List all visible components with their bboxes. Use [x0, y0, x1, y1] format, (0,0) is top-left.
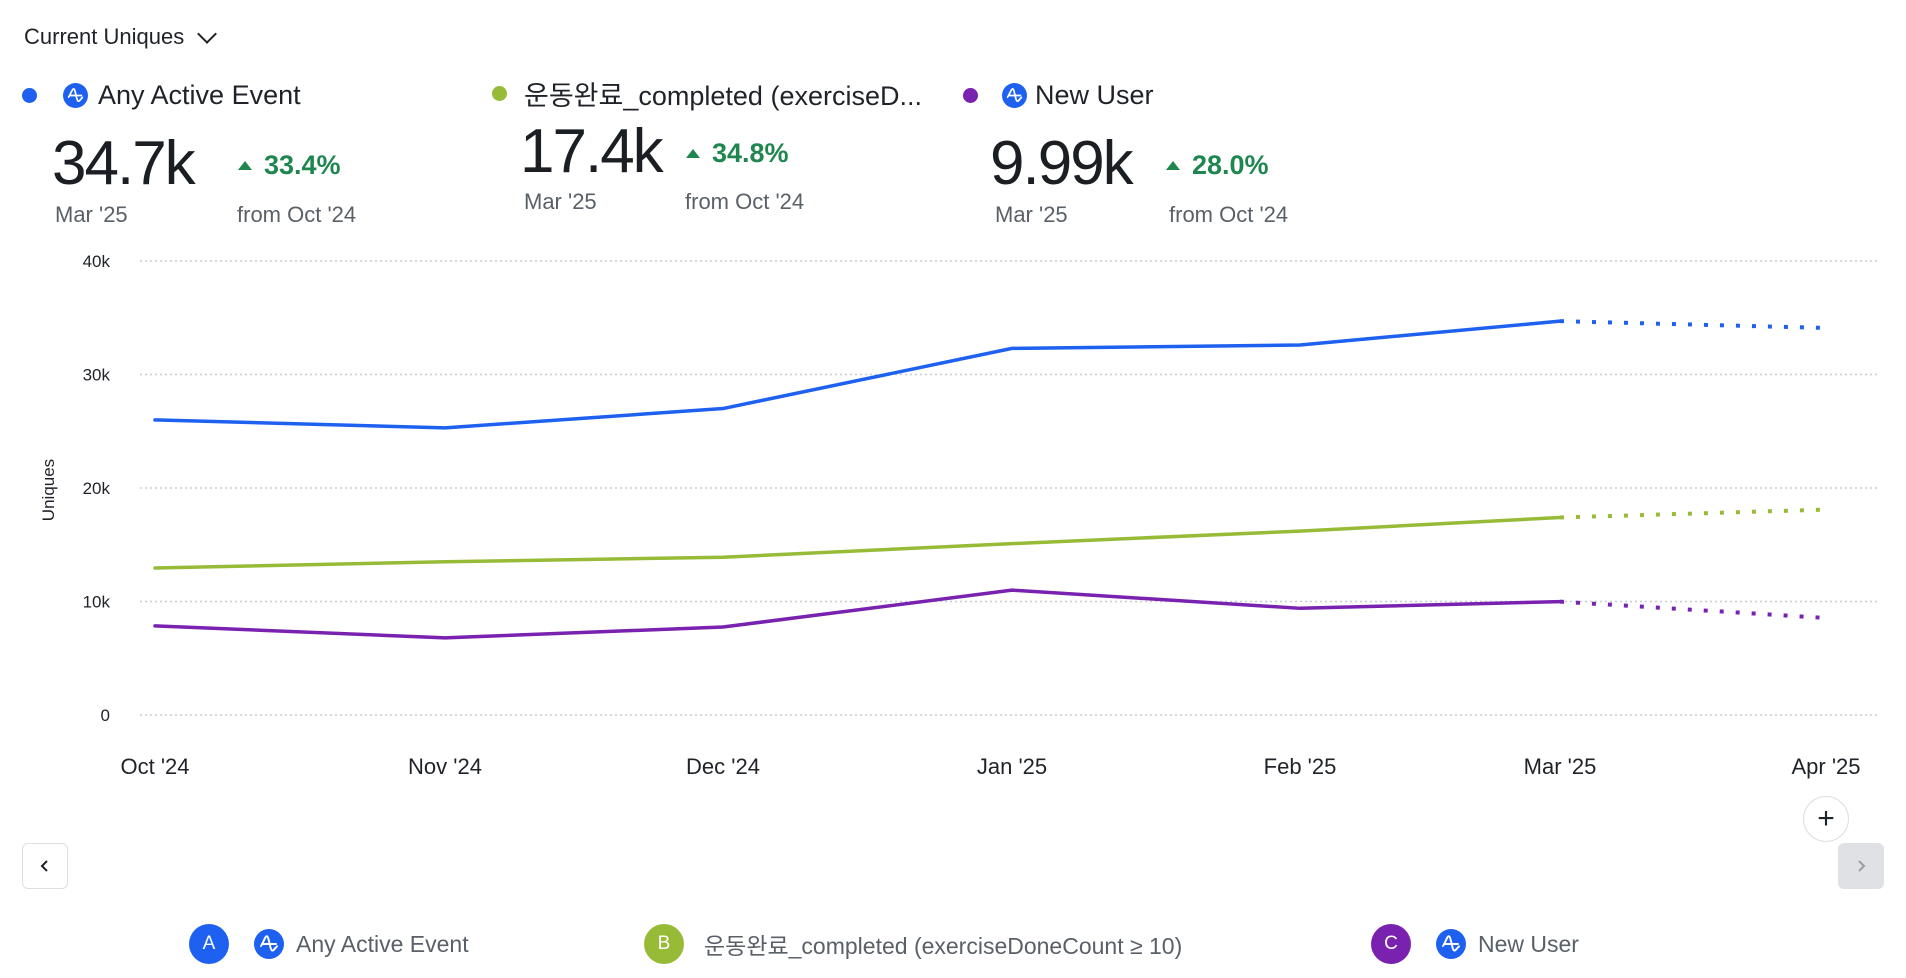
series-projection[interactable] [1559, 507, 1827, 520]
card-change-from: from Oct '24 [237, 202, 357, 227]
series-projection[interactable] [1559, 599, 1827, 620]
series-projection[interactable] [1559, 319, 1827, 330]
x-tick-label[interactable]: Jan '25 [977, 754, 1047, 779]
x-tick-label[interactable]: Feb '25 [1264, 754, 1337, 779]
series-chip-a: A [189, 924, 229, 964]
metric-selector[interactable]: Current Uniques [24, 24, 218, 50]
y-tick-label: 20k [83, 479, 111, 498]
legend-item-a[interactable]: A Any Active Event [189, 924, 469, 964]
series-color-dot [22, 88, 37, 103]
amplitude-event-icon [63, 83, 88, 108]
card-value: 9.99k [990, 129, 1134, 198]
card-change: 33.4% [238, 150, 341, 181]
card-change-from: from Oct '24 [685, 189, 805, 214]
card-value: 17.4k [520, 117, 664, 186]
amplitude-event-icon [1002, 83, 1027, 108]
amplitude-event-icon [1436, 929, 1466, 959]
y-tick-label: 10k [83, 593, 111, 612]
card-change: 34.8% [686, 138, 789, 169]
card-period: Mar '25 [55, 202, 128, 227]
series-lines [153, 319, 1827, 640]
x-tick-label[interactable]: Apr '25 [1791, 754, 1860, 779]
legend-label: 운동완료_completed (exerciseDoneCount ≥ 10) [704, 933, 1183, 959]
card-value: 34.7k [52, 129, 196, 198]
series-line[interactable] [153, 515, 1562, 570]
line-chart: 0 10k 20k 30k 40k Uniques Oct '24 Nov '24 Dec … [39, 252, 1880, 779]
card-change: 28.0% [1166, 150, 1269, 181]
card-period: Mar '25 [524, 189, 597, 214]
x-tick-label[interactable]: Oct '24 [120, 754, 189, 779]
chevron-right-icon [1858, 860, 1866, 872]
y-tick-label: 0 [101, 706, 110, 725]
trend-up-icon [686, 149, 700, 158]
series-chip-c: C [1371, 924, 1411, 964]
x-tick-label[interactable]: Dec '24 [686, 754, 760, 779]
gridlines [140, 260, 1880, 716]
chevron-left-icon [40, 860, 48, 872]
y-axis-label: Uniques [39, 459, 58, 521]
legend-item-c[interactable]: C New User [1371, 924, 1579, 964]
series-line[interactable] [153, 319, 1562, 430]
series-color-dot [492, 86, 507, 101]
card-period: Mar '25 [995, 202, 1068, 227]
y-tick-label: 40k [83, 252, 111, 271]
trend-up-icon [238, 161, 252, 170]
series-1[interactable] [153, 507, 1827, 570]
plus-icon: + [1817, 802, 1835, 835]
series-line[interactable] [153, 588, 1562, 640]
card-title: Any Active Event [98, 80, 301, 110]
y-axis-ticks: 0 10k 20k 30k 40k [83, 252, 111, 725]
legend-label: Any Active Event [296, 930, 469, 957]
series-0[interactable] [153, 319, 1827, 430]
card-title: 운동완료_completed (exerciseD... [524, 81, 922, 111]
x-tick-label[interactable]: Nov '24 [408, 754, 482, 779]
series-chip-b: B [644, 924, 684, 964]
legend-label: New User [1478, 930, 1579, 957]
metric-selector-label: Current Uniques [24, 24, 185, 49]
amplitude-event-icon [254, 929, 284, 959]
legend-item-b[interactable]: B 운동완료_completed (exerciseDoneCount ≥ 10… [644, 924, 1182, 964]
x-axis-ticks: Oct '24 Nov '24 Dec '24 Jan '25 Feb '25 Mar '… [120, 754, 1860, 779]
card-title: New User [1035, 80, 1154, 110]
y-tick-label: 30k [83, 366, 111, 385]
card-change-from: from Oct '24 [1169, 202, 1289, 227]
add-annotation-button[interactable]: + [1803, 796, 1849, 842]
trend-up-icon [1166, 161, 1180, 170]
next-page-button[interactable] [1838, 843, 1884, 889]
x-tick-label[interactable]: Mar '25 [1524, 754, 1597, 779]
series-2[interactable] [153, 588, 1827, 640]
prev-page-button[interactable] [22, 843, 68, 889]
series-color-dot [963, 88, 978, 103]
